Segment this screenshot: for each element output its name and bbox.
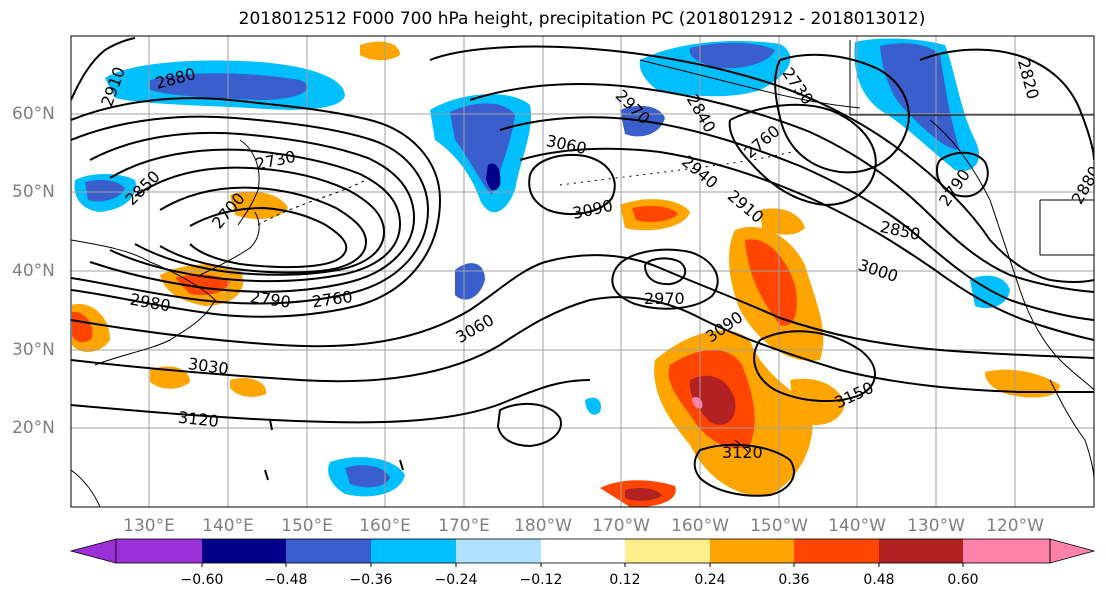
contour-label: 3090 xyxy=(571,196,615,223)
precip-pos-mid-core xyxy=(632,206,678,222)
coast-japan xyxy=(199,211,260,276)
contour-label: 3120 xyxy=(722,443,763,462)
lon-label: 160°E xyxy=(359,516,411,536)
coast-alaska xyxy=(639,59,861,109)
lon-label: 140°E xyxy=(202,516,254,536)
lon-label: 150°W xyxy=(750,516,808,536)
colorbar-bin xyxy=(116,539,202,563)
lat-label: 60°N xyxy=(12,104,55,124)
coast-kuril xyxy=(257,177,371,226)
colorbar-bin xyxy=(456,539,541,563)
contour-label: 3030 xyxy=(187,354,230,378)
precip-pos-ne xyxy=(760,208,805,235)
colorbar-extend-left xyxy=(69,538,117,564)
colorbar-tick-label: 0.12 xyxy=(609,572,641,588)
precip-neg-mid xyxy=(455,263,485,300)
precip-pos-jp2 xyxy=(230,191,288,220)
contour-label: 2980 xyxy=(129,290,172,316)
contour-label: 3000 xyxy=(856,255,901,286)
precip-neg-nw-core xyxy=(150,73,308,100)
colorbar-bin xyxy=(963,539,1050,563)
lon-label: 180°W xyxy=(514,516,572,536)
coast-micronesia xyxy=(264,419,404,481)
colorbar-tick-label: 0.36 xyxy=(778,572,810,588)
lon-label: 160°W xyxy=(671,516,729,536)
colorbar-tick-label: 0.24 xyxy=(694,572,726,588)
colorbar-bin xyxy=(541,539,625,563)
colorbar-tick-label: −0.60 xyxy=(180,572,224,588)
precip-neg-ne1-core xyxy=(689,42,775,69)
colorbar-bin xyxy=(879,539,963,563)
lon-label: 140°W xyxy=(828,516,886,536)
lon-label: 130°E xyxy=(123,516,175,536)
coast-aleutian xyxy=(559,149,801,186)
coast-na-west xyxy=(929,119,1094,391)
lat-label: 20°N xyxy=(12,418,55,438)
precip-pos-sw2 xyxy=(230,377,267,397)
lat-label: 30°N xyxy=(12,340,55,360)
contour-label: 3060 xyxy=(545,131,589,158)
lon-label: 120°W xyxy=(986,516,1044,536)
colorbar-bin xyxy=(202,539,286,563)
precip-neg-ne2-core xyxy=(880,43,960,150)
precip-pos-se1-core xyxy=(745,239,797,326)
colorbar-bin xyxy=(286,539,371,563)
lon-label: 170°E xyxy=(438,516,490,536)
colorbar-tick-label: 0.60 xyxy=(947,572,979,588)
lon-label: 150°E xyxy=(281,516,333,536)
colorbar-tick-label: −0.36 xyxy=(349,572,393,588)
contour-label: 2970 xyxy=(644,289,685,308)
map-frame xyxy=(70,35,1095,508)
precip-neg-central-dark xyxy=(486,163,501,191)
coast-nw-island xyxy=(71,469,101,507)
coast-ne-border1 xyxy=(849,40,1094,116)
coastlines xyxy=(71,40,1094,507)
lat-label: 40°N xyxy=(12,261,55,281)
height-contours xyxy=(71,37,1094,497)
precip-shading xyxy=(72,38,1060,507)
lat-label: 50°N xyxy=(12,182,55,202)
contour-label: 2850 xyxy=(878,217,922,244)
precip-neg-w-core xyxy=(85,180,125,202)
precip-pos-w-core xyxy=(72,311,93,343)
contour-label: 2790 xyxy=(935,166,974,210)
contour-label: 2880 xyxy=(1068,163,1105,208)
colorbar-extend-right xyxy=(1049,538,1096,564)
precip-pos-n xyxy=(360,41,400,61)
colorbar-tick-label: −0.24 xyxy=(434,572,478,588)
colorbar-bin xyxy=(371,539,456,563)
precip-pos-s-core xyxy=(625,488,662,501)
precip-neg-sm xyxy=(585,397,601,415)
colorbar-bin xyxy=(625,539,710,563)
colorbar-bin xyxy=(710,539,794,563)
contour-label: 2760 xyxy=(740,121,783,162)
coast-ne-border2 xyxy=(1039,199,1094,256)
map-title: 2018012512 F000 700 hPa height, precipit… xyxy=(238,9,926,29)
coast-asia xyxy=(71,239,216,366)
contour-label: 2850 xyxy=(122,167,164,209)
precip-pos-se3 xyxy=(790,378,845,425)
coast-baja xyxy=(1049,379,1094,481)
contour-label: 3150 xyxy=(832,378,877,412)
colorbar-bin xyxy=(794,539,879,563)
precip-pos-se4 xyxy=(985,369,1060,398)
colorbar-tick-label: −0.12 xyxy=(519,572,563,588)
contour-label: 3120 xyxy=(177,408,219,431)
colorbar xyxy=(69,538,1096,567)
precip-neg-s-core xyxy=(345,465,390,488)
colorbar-tick-label: 0.48 xyxy=(863,572,895,588)
colorbar-tick-label: −0.48 xyxy=(264,572,308,588)
lon-label: 170°W xyxy=(592,516,650,536)
lon-label: 130°W xyxy=(907,516,965,536)
precip-pos-se2-dark xyxy=(689,375,736,425)
colorbar-frame xyxy=(115,538,1051,564)
